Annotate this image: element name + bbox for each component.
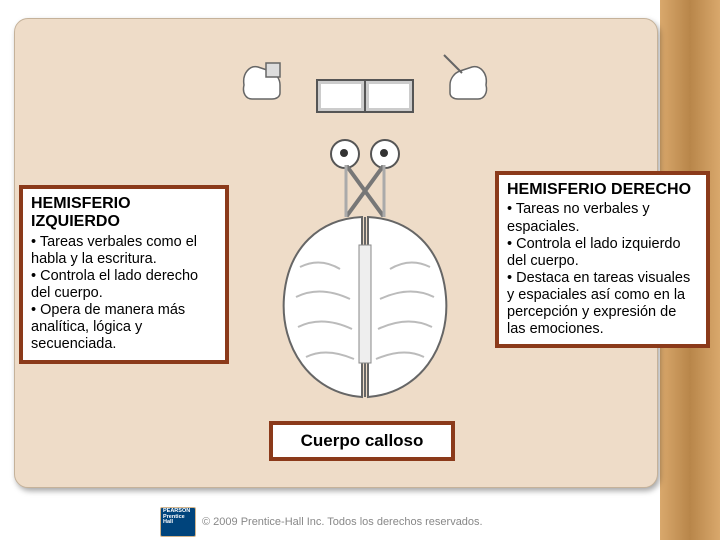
left-box-bullets: • Tareas verbales como el habla y la esc… [31,234,217,354]
publisher-logo-text: PEARSON Prentice Hall [163,509,195,526]
slide-card: HEMISFERIO IZQUIERDO • Tareas verbales c… [14,18,658,488]
right-box-bullets: • Tareas no verbales y espaciales. • Con… [507,201,698,338]
eyes [330,139,400,165]
copyright-text: © 2009 Prentice-Hall Inc. Todos los dere… [202,516,483,528]
publisher-logo: PEARSON Prentice Hall [160,507,196,537]
right-hand-icon [434,53,494,103]
right-hemisphere-box: HEMISFERIO DERECHO • Tareas no verbales … [495,171,710,348]
bottom-box-title: Cuerpo calloso [277,431,447,451]
stimulus-screens [312,79,418,119]
corpus-callosum-box: Cuerpo calloso [269,421,455,461]
footer: PEARSON Prentice Hall © 2009 Prentice-Ha… [0,504,658,540]
left-hand-icon [236,53,296,103]
left-hemisphere-box: HEMISFERIO IZQUIERDO • Tareas verbales c… [19,185,229,364]
brain-diagram [250,57,480,417]
right-box-title: HEMISFERIO DERECHO [507,181,698,199]
left-screen [316,79,366,113]
right-screen [364,79,414,113]
left-box-title: HEMISFERIO IZQUIERDO [31,195,217,232]
brain-superior-view [270,207,460,407]
